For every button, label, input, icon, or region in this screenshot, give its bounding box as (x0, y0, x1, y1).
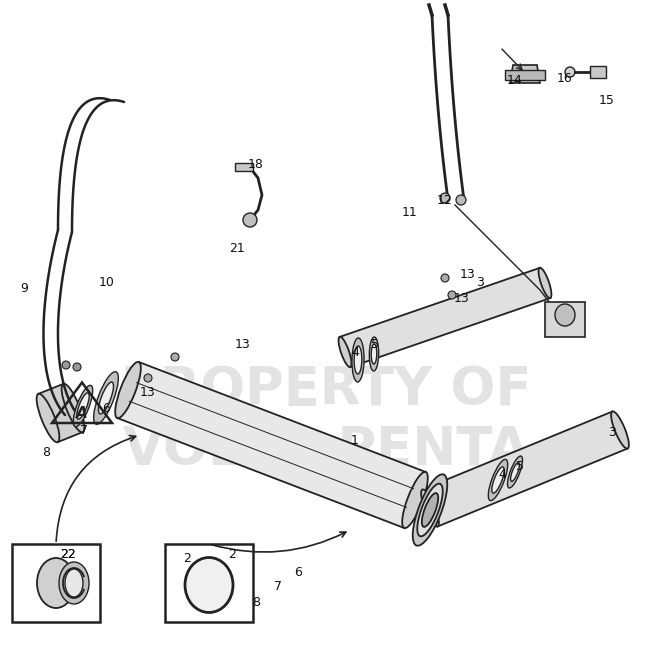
Bar (12, 544, 100, 622)
Bar (590, 66, 606, 78)
Circle shape (243, 213, 257, 227)
Circle shape (144, 374, 152, 382)
Text: 3: 3 (476, 275, 484, 289)
Ellipse shape (488, 459, 507, 500)
Text: 16: 16 (557, 71, 573, 85)
Ellipse shape (37, 558, 75, 608)
Ellipse shape (59, 562, 89, 604)
Ellipse shape (507, 456, 522, 488)
Text: 2: 2 (183, 551, 191, 565)
Text: 22: 22 (60, 549, 76, 561)
Text: 14: 14 (507, 73, 523, 87)
Ellipse shape (99, 382, 114, 414)
Text: 21: 21 (229, 242, 245, 254)
Ellipse shape (372, 344, 377, 364)
Ellipse shape (93, 371, 118, 424)
Circle shape (448, 291, 456, 299)
Polygon shape (422, 412, 628, 526)
Circle shape (440, 193, 450, 203)
Circle shape (171, 353, 179, 361)
Text: 9: 9 (20, 281, 28, 295)
Polygon shape (118, 362, 426, 528)
Text: 4: 4 (498, 469, 506, 481)
Ellipse shape (555, 304, 575, 326)
Ellipse shape (338, 337, 351, 367)
Text: 4: 4 (351, 346, 359, 359)
Ellipse shape (354, 346, 362, 374)
Text: 15: 15 (599, 93, 615, 107)
Text: 11: 11 (402, 207, 418, 220)
Text: 8: 8 (252, 596, 260, 608)
Text: 5: 5 (371, 338, 379, 352)
Text: 10: 10 (99, 275, 115, 289)
Text: 22: 22 (60, 549, 76, 561)
Text: A: A (76, 406, 88, 420)
Text: 13: 13 (235, 338, 251, 352)
Circle shape (565, 67, 575, 77)
Ellipse shape (352, 338, 364, 382)
Text: 6: 6 (294, 565, 302, 579)
Ellipse shape (115, 362, 141, 418)
Text: 12: 12 (437, 193, 453, 207)
Circle shape (73, 363, 81, 371)
Text: 7: 7 (80, 424, 88, 436)
Ellipse shape (402, 472, 428, 528)
Ellipse shape (73, 385, 93, 426)
Text: 6: 6 (102, 401, 110, 414)
Text: 5: 5 (516, 461, 524, 473)
Text: 2: 2 (228, 549, 236, 561)
Circle shape (441, 274, 449, 282)
Ellipse shape (185, 557, 233, 612)
Ellipse shape (421, 489, 439, 526)
Bar (545, 302, 585, 337)
Text: 18: 18 (248, 158, 264, 171)
Text: 13: 13 (460, 269, 476, 281)
Ellipse shape (61, 384, 84, 432)
Text: 13: 13 (140, 387, 156, 399)
Ellipse shape (77, 393, 89, 419)
Polygon shape (340, 268, 550, 367)
Ellipse shape (611, 411, 629, 449)
Polygon shape (510, 65, 540, 83)
Ellipse shape (413, 474, 447, 545)
Ellipse shape (492, 467, 504, 493)
Circle shape (456, 195, 466, 205)
Text: VOLVO PENTA: VOLVO PENTA (123, 424, 529, 476)
Circle shape (62, 361, 70, 369)
Bar (505, 70, 545, 80)
Ellipse shape (422, 493, 438, 527)
Text: 1: 1 (351, 434, 359, 446)
Text: PROPERTY OF: PROPERTY OF (121, 364, 531, 416)
Ellipse shape (511, 463, 519, 481)
Bar (235, 163, 253, 171)
Ellipse shape (539, 268, 551, 298)
Text: 8: 8 (42, 446, 50, 459)
Text: 3: 3 (608, 426, 616, 438)
Ellipse shape (370, 337, 379, 371)
Ellipse shape (65, 569, 83, 597)
Bar (165, 544, 253, 622)
Ellipse shape (417, 484, 443, 536)
Text: 7: 7 (274, 581, 282, 594)
Polygon shape (39, 384, 83, 442)
Text: 13: 13 (454, 291, 470, 305)
Ellipse shape (37, 394, 59, 442)
